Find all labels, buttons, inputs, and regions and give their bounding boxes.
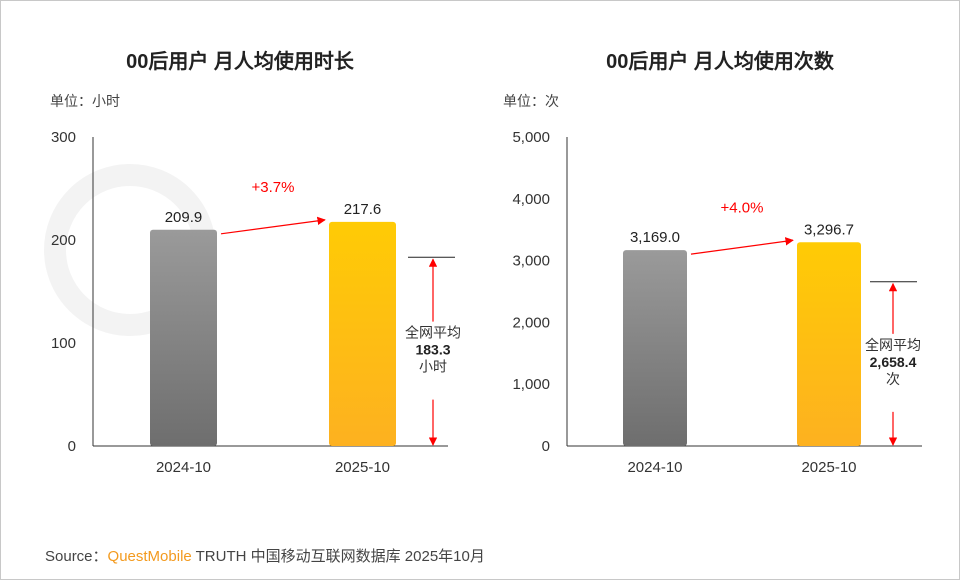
y-tick-label: 4,000 [512, 191, 550, 208]
y-tick-label: 300 [51, 129, 76, 146]
unit-label: 单位：次 [503, 93, 559, 109]
data-label: 3,169.0 [630, 229, 680, 246]
y-tick-label: 5,000 [512, 129, 550, 146]
average-value: 183.3 [415, 342, 450, 358]
average-label: 全网平均 [405, 325, 461, 341]
x-tick-label: 2025-10 [801, 459, 856, 476]
y-tick-label: 2,000 [512, 314, 550, 331]
bar-2025-10 [329, 221, 396, 446]
bar-2025-10 [797, 242, 861, 446]
bar-2024-10 [150, 229, 217, 446]
average-label: 全网平均 [865, 337, 921, 353]
chart-title: 00后用户 月人均使用时长 [126, 49, 355, 73]
average-unit: 次 [886, 371, 900, 387]
growth-label: +3.7% [252, 179, 295, 196]
growth-label: +4.0% [721, 199, 764, 216]
chart-title: 00后用户 月人均使用次数 [606, 49, 835, 73]
y-tick-label: 0 [542, 438, 550, 455]
y-tick-label: 3,000 [512, 253, 550, 270]
bar-2024-10 [623, 250, 687, 446]
y-tick-label: 1,000 [512, 376, 550, 393]
growth-arrow [690, 237, 794, 255]
x-tick-label: 2024-10 [627, 459, 682, 476]
growth-arrow [220, 216, 326, 235]
data-label: 3,296.7 [804, 221, 854, 238]
average-value: 2,658.4 [870, 354, 917, 370]
x-tick-label: 2025-10 [335, 459, 390, 476]
y-tick-label: 200 [51, 232, 76, 249]
x-tick-label: 2024-10 [156, 459, 211, 476]
source-note: Source：QuestMobile TRUTH 中国移动互联网数据库 2025… [45, 545, 485, 566]
y-tick-label: 100 [51, 335, 76, 352]
data-label: 209.9 [165, 209, 203, 226]
average-unit: 小时 [419, 359, 447, 375]
unit-label: 单位：小时 [50, 93, 120, 109]
data-label: 217.6 [344, 201, 382, 218]
source-text: TRUTH 中国移动互联网数据库 2025年10月 [191, 548, 485, 565]
source-prefix: Source： [45, 548, 108, 565]
y-tick-label: 0 [68, 438, 76, 455]
source-brand: QuestMobile [107, 548, 192, 565]
